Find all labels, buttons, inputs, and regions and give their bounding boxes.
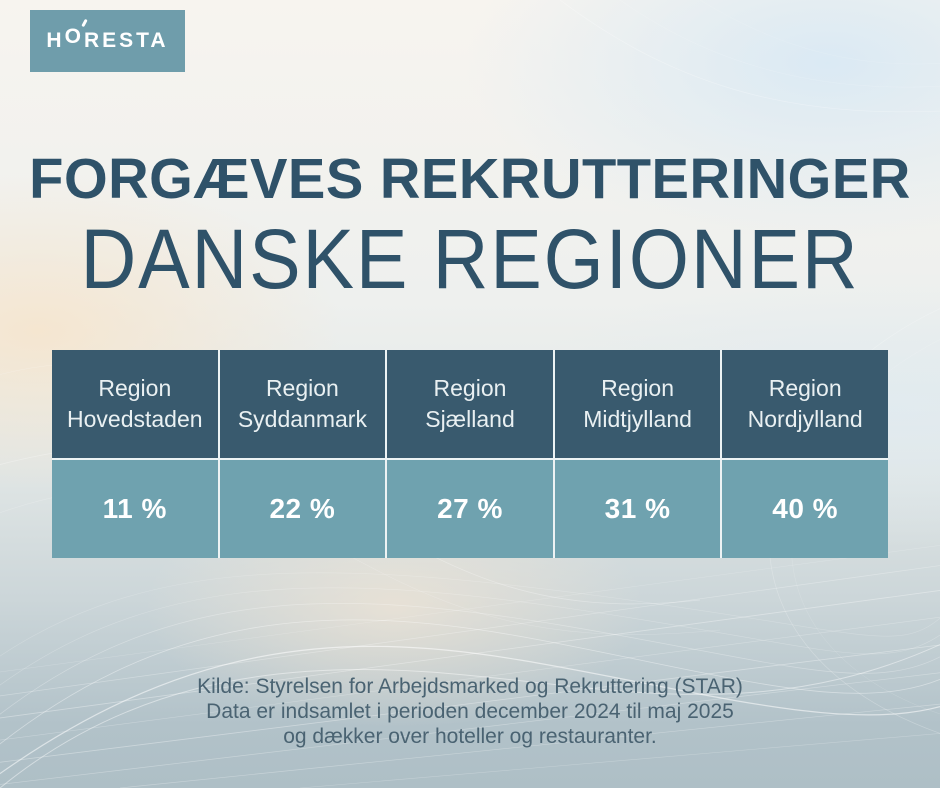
header-cell-nordjylland: Region Nordjylland xyxy=(722,350,888,460)
table-header-row: Region Hovedstaden Region Syddanmark Reg… xyxy=(52,350,888,460)
page-subtitle: DANSKE REGIONER xyxy=(80,211,860,306)
header-label: Sjælland xyxy=(425,406,515,432)
value-cell-nordjylland: 40 % xyxy=(722,460,888,558)
header-label: Region xyxy=(265,375,339,401)
header-label: Region xyxy=(768,375,842,401)
value-cell-syddanmark: 22 % xyxy=(219,460,388,558)
page-title: FORGÆVES REKRUTTERINGER xyxy=(29,147,911,211)
header-label: Region xyxy=(433,375,507,401)
source-line: Kilde: Styrelsen for Arbejdsmarked og Re… xyxy=(197,675,743,698)
header-cell-sjaelland: Region Sjælland xyxy=(387,350,555,460)
logo-letters-resta: RESTA xyxy=(83,29,169,52)
title-block: FORGÆVES REKRUTTERINGER DANSKE REGIONER xyxy=(0,148,940,301)
logo-letter-h: H xyxy=(46,29,65,52)
source-line: Data er indsamlet i perioden december 20… xyxy=(206,700,734,723)
horesta-logo: H O RESTA xyxy=(30,10,185,72)
logo-letter-o: O xyxy=(65,18,88,49)
value-cell-hovedstaden: 11 % xyxy=(52,460,220,558)
header-cell-syddanmark: Region Syddanmark xyxy=(219,350,388,460)
regions-table: Region Hovedstaden Region Syddanmark Reg… xyxy=(52,350,888,558)
header-label: Region xyxy=(601,375,675,401)
header-label: Nordjylland xyxy=(747,406,863,432)
source-note: Kilde: Styrelsen for Arbejdsmarked og Re… xyxy=(0,674,940,749)
header-cell-midtjylland: Region Midtjylland xyxy=(554,350,723,460)
header-cell-hovedstaden: Region Hovedstaden xyxy=(52,350,220,460)
source-line: og dækker over hoteller og restauranter. xyxy=(283,725,657,748)
header-label: Hovedstaden xyxy=(67,406,203,432)
table-value-row: 11 % 22 % 27 % 31 % 40 % xyxy=(52,460,888,558)
header-label: Syddanmark xyxy=(237,406,367,432)
header-label: Region xyxy=(98,375,172,401)
header-label: Midtjylland xyxy=(583,406,692,432)
value-cell-midtjylland: 31 % xyxy=(554,460,723,558)
value-cell-sjaelland: 27 % xyxy=(387,460,555,558)
logo-o-accent-icon xyxy=(81,18,88,28)
